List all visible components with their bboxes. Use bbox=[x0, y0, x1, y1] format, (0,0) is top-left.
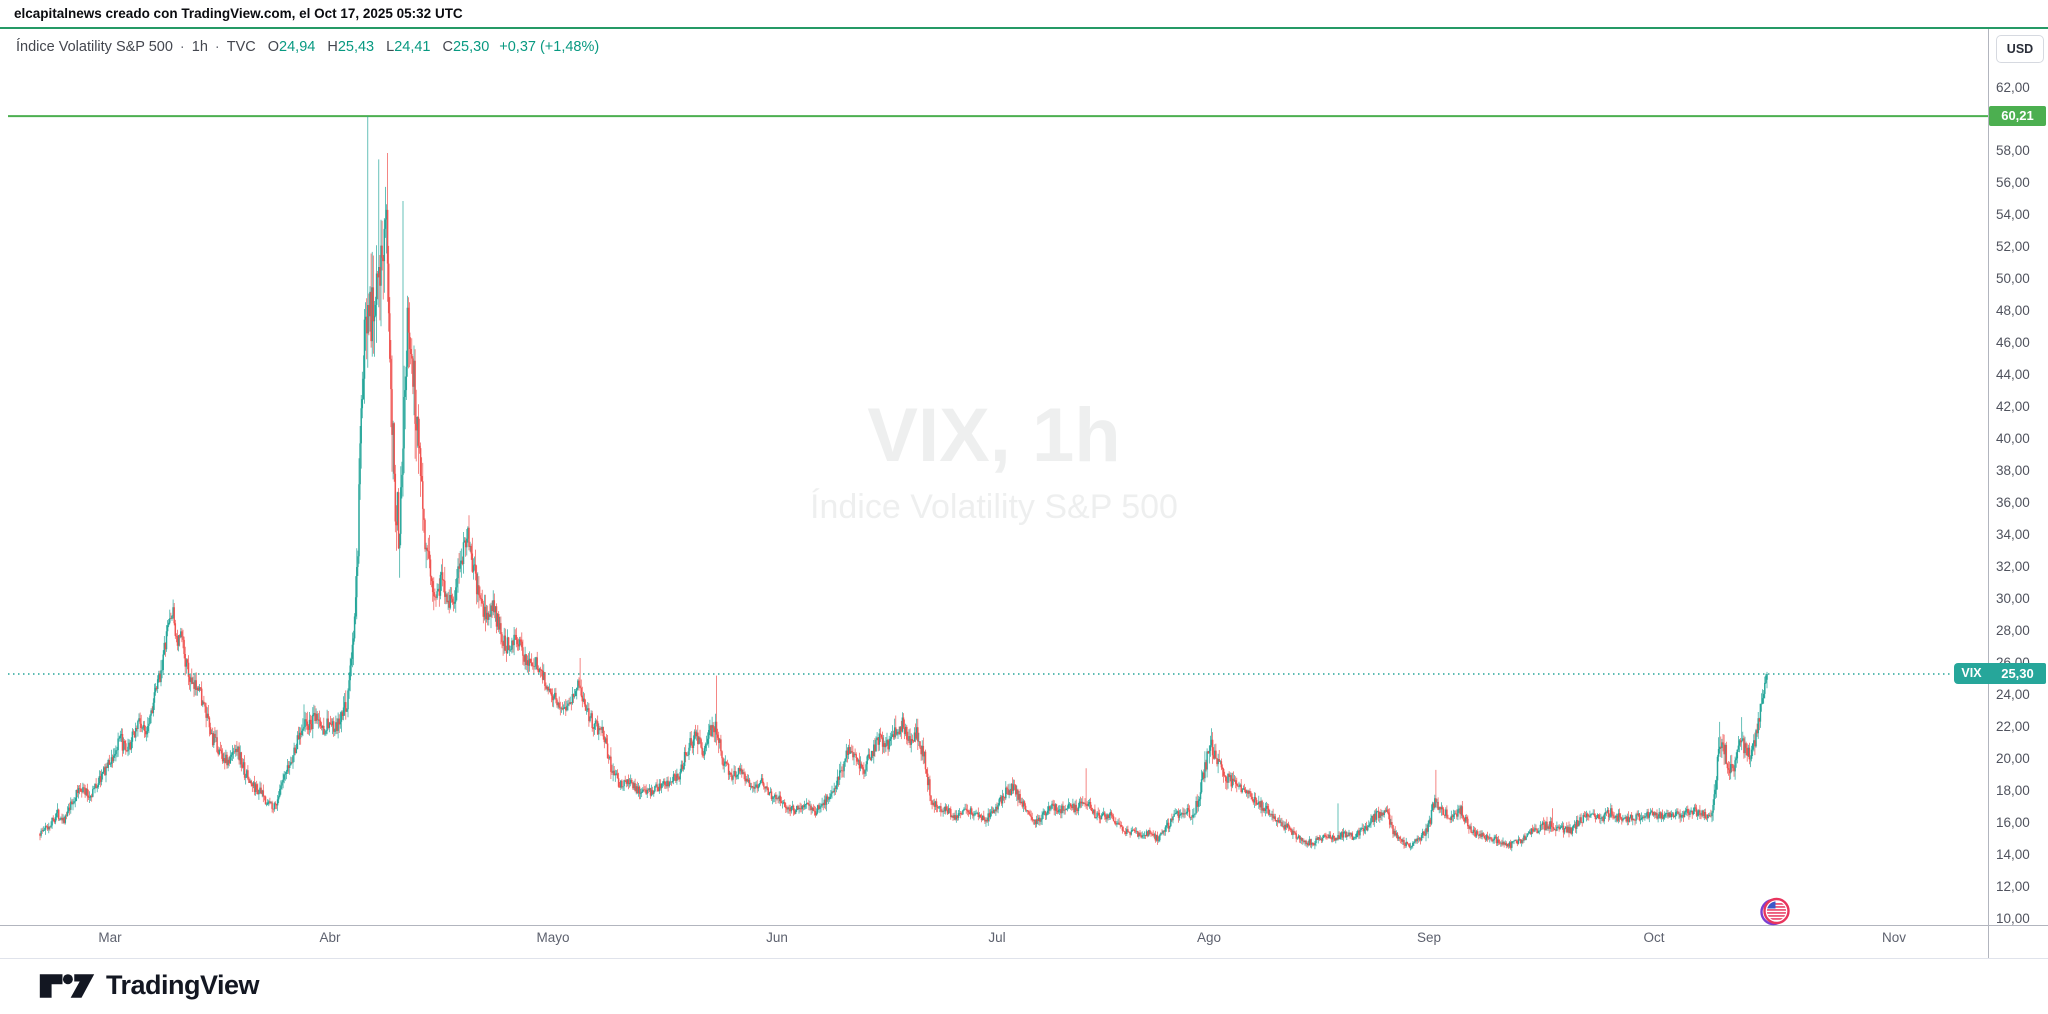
legend-open: O24,94 bbox=[267, 39, 316, 55]
month-label-jun: Jun bbox=[766, 930, 788, 945]
month-label-nov: Nov bbox=[1881, 930, 1907, 945]
month-label-oct: Oct bbox=[1643, 930, 1665, 945]
price-tick-label: 52,00 bbox=[1996, 239, 2030, 255]
legend-close: C25,30 bbox=[442, 39, 490, 55]
price-tick-label: 34,00 bbox=[1996, 526, 2030, 542]
price-tick-label: 22,00 bbox=[1996, 718, 2030, 734]
price-tick-label: 20,00 bbox=[1996, 750, 2030, 766]
legend-interval: 1h bbox=[191, 39, 208, 55]
month-label-abr: Abr bbox=[319, 930, 341, 945]
price-axis[interactable]: 10,00 12,00 14,00 16,00 18,00 20,00 22,00 24,00… bbox=[1989, 29, 2048, 926]
separator-line bbox=[0, 27, 2048, 29]
price-tick-label: 44,00 bbox=[1996, 367, 2030, 383]
price-tick-label: 12,00 bbox=[1996, 878, 2030, 894]
price-tick-label: 42,00 bbox=[1996, 399, 2030, 415]
tradingview-logo[interactable]: TradingView bbox=[38, 970, 260, 1001]
price-tick-label: 62,00 bbox=[1996, 79, 2030, 95]
month-label-mayo: Mayo bbox=[536, 930, 570, 945]
price-tick-label: 16,00 bbox=[1996, 814, 2030, 830]
price-tick-label: 30,00 bbox=[1996, 590, 2030, 606]
price-tick-label: 46,00 bbox=[1996, 335, 2030, 351]
legend-low: L24,41 bbox=[386, 39, 431, 55]
price-tick-label: 54,00 bbox=[1996, 207, 2030, 223]
legend-title: Índice Volatility S&P 500 bbox=[16, 39, 173, 55]
month-label-sep: Sep bbox=[1416, 930, 1442, 945]
price-tick-label: 32,00 bbox=[1996, 558, 2030, 574]
footer-bar: TradingView bbox=[0, 959, 2048, 1014]
legend-high: H25,43 bbox=[327, 39, 375, 55]
price-tick-label: 58,00 bbox=[1996, 143, 2030, 159]
legend-separator: · bbox=[214, 39, 220, 55]
legend-separator: · bbox=[179, 39, 185, 55]
price-tick-label: 38,00 bbox=[1996, 463, 2030, 479]
price-tick-label: 48,00 bbox=[1996, 303, 2030, 319]
time-axis[interactable]: Mar Abr Mayo Jun Jul Ago Sep Oct Nov bbox=[0, 926, 1988, 958]
price-tick-label: 36,00 bbox=[1996, 495, 2030, 510]
up-candle-wicks bbox=[40, 116, 1768, 852]
month-label-jul: Jul bbox=[988, 930, 1006, 945]
attribution-bar: elcapitalnews creado con TradingView.com… bbox=[0, 0, 2048, 27]
symbol-badge: VIX bbox=[1954, 663, 1989, 685]
tradingview-logo-icon bbox=[39, 973, 95, 998]
legend-exchange: TVC bbox=[226, 39, 256, 55]
currency-button[interactable]: USD bbox=[1996, 35, 2044, 63]
price-tick-label: 18,00 bbox=[1996, 782, 2030, 798]
price-tick-label: 50,00 bbox=[1996, 271, 2030, 287]
legend-change: +0,37 (+1,48%) bbox=[499, 39, 600, 55]
last-price-value: 25,30 bbox=[1989, 663, 2046, 685]
symbol-legend[interactable]: Índice Volatility S&P 500 · 1h · TVC O24… bbox=[16, 37, 599, 57]
month-label-mar: Mar bbox=[98, 930, 122, 945]
price-tick-label: 40,00 bbox=[1996, 431, 2030, 447]
up-candle-bodies bbox=[40, 209, 1768, 848]
us-flag-stamp-icon bbox=[1760, 897, 1790, 926]
month-label-ago: Ago bbox=[1196, 930, 1222, 945]
down-candle-bodies bbox=[39, 209, 1761, 848]
price-tick-label: 10,00 bbox=[1996, 910, 2030, 926]
attribution-text: elcapitalnews creado con TradingView.com… bbox=[14, 6, 463, 21]
price-tick-label: 24,00 bbox=[1996, 686, 2030, 702]
price-tick-label: 14,00 bbox=[1996, 846, 2030, 862]
tradingview-logo-text: TradingView bbox=[106, 970, 260, 1000]
price-tick-label: 56,00 bbox=[1996, 175, 2030, 191]
high-line-price-label: 60,21 bbox=[1989, 106, 2046, 127]
price-tick-label: 28,00 bbox=[1996, 622, 2030, 638]
last-price-label: VIX 25,30 bbox=[1954, 663, 2046, 685]
